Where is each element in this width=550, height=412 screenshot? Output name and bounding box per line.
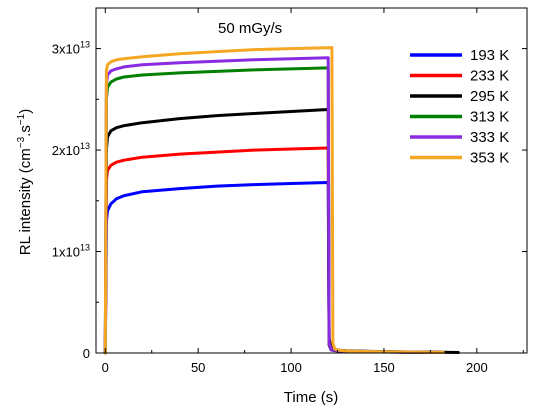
x-tick-label: 200 [466, 360, 488, 375]
legend-label: 313 K [470, 109, 509, 126]
y-tick-label: 0 [83, 346, 90, 361]
x-tick-label: 100 [280, 360, 302, 375]
legend-label: 333 K [470, 129, 509, 146]
series-line-353-k [103, 46, 445, 355]
y-axis: 0 1x1013 2x1013 3x1013 [52, 40, 527, 361]
x-tick-label: 0 [102, 360, 109, 375]
legend-label: 295 K [470, 88, 509, 105]
series-line-295-k [103, 108, 460, 355]
series-line-313-k [103, 66, 442, 355]
legend: 193 K 233 K 295 K 313 K 333 K 353 K [410, 47, 509, 167]
legend-label: 353 K [470, 150, 509, 167]
x-axis: 0 50 100 150 200 [102, 8, 524, 375]
series-line-233-k [103, 146, 442, 355]
series-line-333-k [103, 56, 442, 355]
x-axis-title: Time (s) [284, 389, 338, 406]
annotation-dose-rate: 50 mGy/s [218, 20, 282, 37]
y-tick-label: 1x1013 [52, 243, 90, 260]
x-tick-label: 150 [373, 360, 395, 375]
y-axis-title: RL intensity (cm−3.s−1) [16, 109, 34, 255]
legend-label: 193 K [470, 47, 509, 64]
series-line-193-k [103, 181, 442, 355]
y-tick-label: 3x1013 [52, 40, 90, 57]
plot-frame [95, 7, 528, 354]
legend-label: 233 K [470, 68, 509, 85]
x-tick-label: 50 [191, 360, 205, 375]
y-tick-label: 2x1013 [52, 141, 90, 158]
